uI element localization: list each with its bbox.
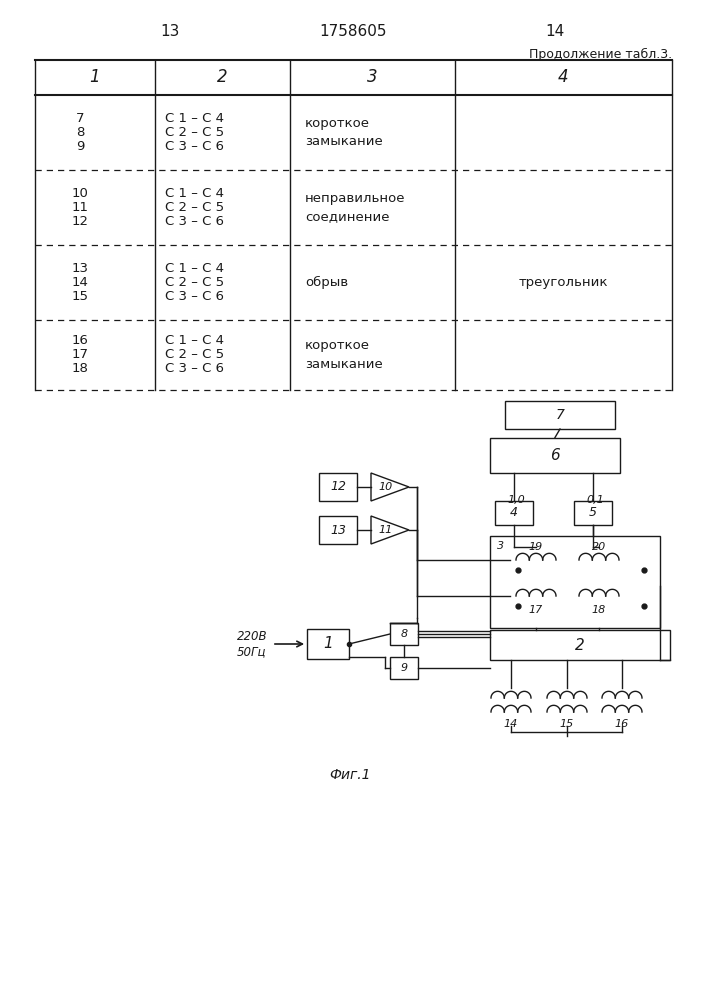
- Text: 14: 14: [504, 719, 518, 729]
- Text: С 3 – С 6: С 3 – С 6: [165, 140, 224, 153]
- Text: 220В
50Гц: 220В 50Гц: [237, 630, 267, 658]
- Text: 8: 8: [76, 126, 84, 139]
- Text: 18: 18: [592, 605, 606, 615]
- Text: С 2 – С 5: С 2 – С 5: [165, 126, 224, 139]
- Text: С 3 – С 6: С 3 – С 6: [165, 290, 224, 303]
- Text: 16: 16: [71, 334, 88, 348]
- Text: 1: 1: [323, 637, 333, 652]
- Text: 1,0: 1,0: [507, 495, 525, 505]
- Bar: [390, 623, 418, 645]
- Bar: [505, 401, 615, 429]
- Bar: [490, 438, 620, 473]
- Text: 13: 13: [330, 524, 346, 536]
- Text: С 3 – С 6: С 3 – С 6: [165, 215, 224, 228]
- Text: С 3 – С 6: С 3 – С 6: [165, 362, 224, 375]
- Text: С 1 – С 4: С 1 – С 4: [165, 262, 224, 275]
- Text: С 1 – С 4: С 1 – С 4: [165, 334, 224, 348]
- Text: 0,1: 0,1: [586, 495, 604, 505]
- Text: 17: 17: [529, 605, 543, 615]
- Text: 4: 4: [510, 506, 518, 520]
- Text: 10: 10: [71, 187, 88, 200]
- Text: 17: 17: [71, 349, 88, 361]
- Bar: [490, 630, 670, 660]
- Text: 12: 12: [330, 481, 346, 493]
- Bar: [574, 501, 612, 525]
- Bar: [307, 629, 349, 659]
- Text: 13: 13: [71, 262, 88, 275]
- Bar: [390, 657, 418, 679]
- Text: 1: 1: [90, 68, 100, 87]
- Text: 19: 19: [529, 542, 543, 552]
- Text: обрыв: обрыв: [305, 276, 348, 289]
- Text: С 2 – С 5: С 2 – С 5: [165, 201, 224, 214]
- Text: короткое
замыкание: короткое замыкание: [305, 340, 382, 370]
- Text: 2: 2: [217, 68, 228, 87]
- Text: 3: 3: [498, 541, 505, 551]
- Text: 14: 14: [545, 24, 565, 39]
- Text: 1758605: 1758605: [320, 24, 387, 39]
- Text: 9: 9: [400, 663, 407, 673]
- Text: 13: 13: [160, 24, 180, 39]
- Text: 9: 9: [76, 140, 84, 153]
- Bar: [495, 501, 533, 525]
- Text: С 1 – С 4: С 1 – С 4: [165, 187, 224, 200]
- Text: С 2 – С 5: С 2 – С 5: [165, 276, 224, 289]
- Text: 18: 18: [71, 362, 88, 375]
- Text: 2: 2: [575, 638, 585, 652]
- Text: 7: 7: [556, 408, 564, 422]
- Text: 10: 10: [379, 482, 393, 492]
- Text: 8: 8: [400, 629, 407, 639]
- Text: Фиг.1: Фиг.1: [329, 768, 370, 782]
- Text: 7: 7: [76, 112, 84, 125]
- Text: короткое
замыкание: короткое замыкание: [305, 117, 382, 148]
- Text: 12: 12: [71, 215, 88, 228]
- Text: 4: 4: [559, 68, 569, 87]
- Text: 14: 14: [71, 276, 88, 289]
- Text: С 2 – С 5: С 2 – С 5: [165, 349, 224, 361]
- Text: 11: 11: [379, 525, 393, 535]
- Bar: [490, 536, 660, 628]
- Bar: [319, 473, 357, 501]
- Text: 11: 11: [71, 201, 88, 214]
- Text: 16: 16: [615, 719, 629, 729]
- Text: 6: 6: [550, 448, 560, 462]
- Text: неправильное
соединение: неправильное соединение: [305, 192, 406, 223]
- Bar: [319, 516, 357, 544]
- Text: 20: 20: [592, 542, 606, 552]
- Text: С 1 – С 4: С 1 – С 4: [165, 112, 224, 125]
- Text: 3: 3: [367, 68, 378, 87]
- Text: 5: 5: [589, 506, 597, 520]
- Text: треугольник: треугольник: [519, 276, 608, 289]
- Text: Продолжение табл.3.: Продолжение табл.3.: [529, 47, 672, 61]
- Text: 15: 15: [560, 719, 574, 729]
- Text: 15: 15: [71, 290, 88, 303]
